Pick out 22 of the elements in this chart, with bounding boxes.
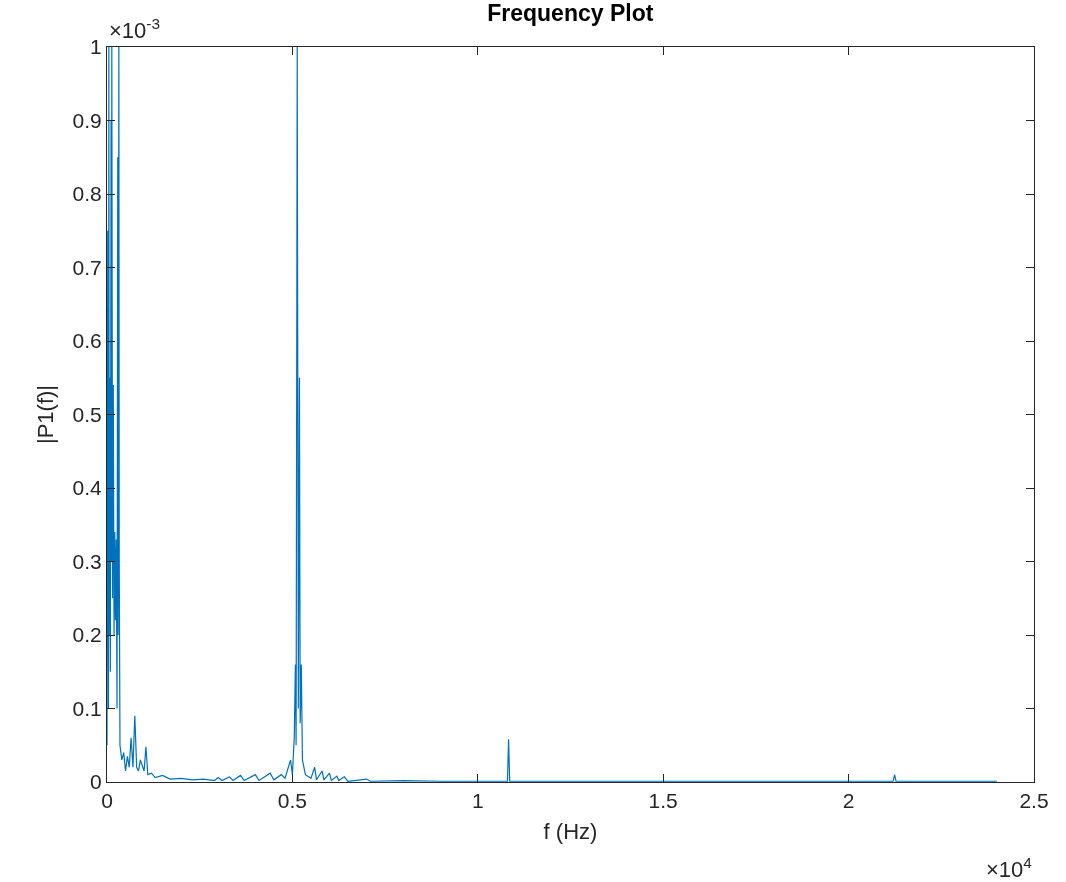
x-tick-label: 0.5 (277, 789, 307, 813)
y-tick-label: 1 (90, 35, 102, 59)
y-tick-label: 0.9 (72, 108, 102, 132)
text: ×10$^{4}$ (986, 854, 1033, 882)
y-tick-label: 0.5 (72, 402, 102, 426)
y-tick-label: 0.8 (72, 182, 102, 206)
text: ×10$^{-3}$ (109, 15, 161, 44)
y-tick-label: 0 (90, 770, 102, 794)
x-tick-label: 1.5 (648, 789, 678, 813)
y-tick-label: 0.6 (72, 329, 102, 353)
x-tick-label: 2.5 (1019, 789, 1049, 813)
y-tick-label: 0.7 (72, 255, 102, 279)
x-tick-label: 1 (471, 789, 484, 813)
y-tick-label: 0.1 (72, 696, 102, 720)
x-tick-label: 2 (842, 789, 855, 813)
y-tick-label: 0.3 (72, 549, 102, 573)
x-axis-title: f (Hz) (543, 819, 598, 845)
y-tick-label: 0.4 (72, 476, 103, 500)
line-series (107, 47, 998, 782)
chart-title: Frequency Plot (487, 0, 654, 26)
y-axis-title: |P1(f)| (33, 384, 59, 445)
y-tick-label: 0.2 (72, 623, 102, 647)
